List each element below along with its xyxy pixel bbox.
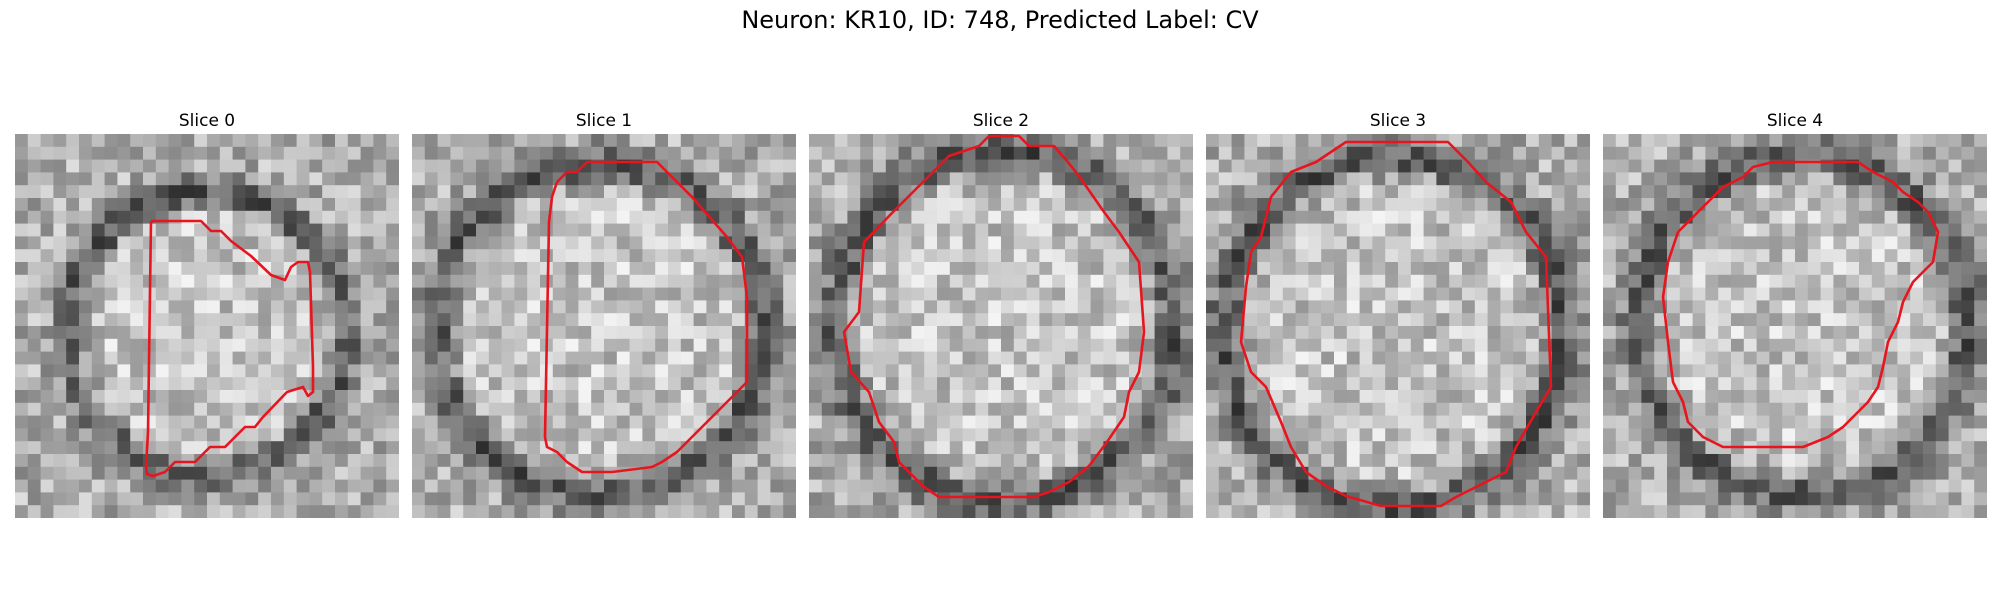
- slice-title-1: Slice 1: [575, 111, 633, 131]
- slice-panel-1: Slice 1: [412, 108, 796, 518]
- slice-panel-2: Slice 2: [809, 108, 1193, 518]
- slice-image-1: [412, 134, 796, 518]
- slice-title-0: Slice 0: [178, 111, 236, 131]
- figure-title: Neuron: KR10, ID: 748, Predicted Label: …: [741, 6, 1259, 34]
- grayscale-tiles-1: [412, 134, 796, 518]
- roi-outline-3: [1239, 140, 1553, 508]
- slice-panel-4: Slice 4: [1603, 108, 1987, 518]
- roi-outline-0: [144, 219, 315, 478]
- roi-outline-4: [1661, 160, 1940, 449]
- slice-image-3: [1206, 134, 1590, 518]
- slice-image-2: [809, 134, 1193, 518]
- roi-outline-1: [543, 160, 749, 474]
- slice-panel-0: Slice 0: [15, 108, 399, 518]
- slice-image-4: [1603, 134, 1987, 518]
- slice-title-2: Slice 2: [972, 111, 1030, 131]
- slice-title-3: Slice 3: [1369, 111, 1427, 131]
- grayscale-tiles-3: [1206, 134, 1590, 518]
- slice-panel-3: Slice 3: [1206, 108, 1590, 518]
- roi-outline-2: [842, 134, 1146, 499]
- grayscale-tiles-4: [1603, 134, 1987, 518]
- grayscale-tiles-0: [15, 134, 399, 518]
- grayscale-tiles-2: [809, 134, 1193, 518]
- slice-title-4: Slice 4: [1766, 111, 1824, 131]
- slice-image-0: [15, 134, 399, 518]
